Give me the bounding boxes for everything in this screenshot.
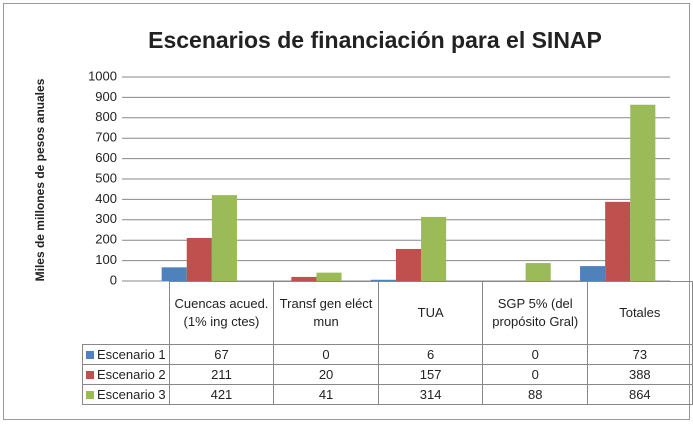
bar xyxy=(161,267,187,281)
legend-entry: Escenario 2 xyxy=(82,364,170,385)
table-value: 41 xyxy=(273,384,379,405)
x-tick-label: Cuencas acued. (1% ing ctes) xyxy=(168,281,275,345)
table-value: 211 xyxy=(168,364,275,385)
table-value: 20 xyxy=(273,364,379,385)
legend-swatch xyxy=(86,370,94,379)
y-axis-label: Miles de millones de pesos anuales xyxy=(33,78,47,281)
table-value: 88 xyxy=(482,384,589,405)
bar xyxy=(525,263,551,281)
y-tick-label: 900 xyxy=(95,89,117,104)
y-tick-label: 1000 xyxy=(88,68,117,83)
bar xyxy=(370,279,396,281)
y-tick-label: 600 xyxy=(95,150,117,165)
bar xyxy=(316,272,342,281)
table-row: Escenario 2 211 20 157 0 388 xyxy=(82,364,693,385)
bar xyxy=(421,216,447,281)
legend-entry: Escenario 1 xyxy=(82,344,170,365)
y-tick-label: 0 xyxy=(110,272,117,287)
x-tick-label: Transf gen eléct mun xyxy=(273,281,379,345)
table-value: 421 xyxy=(168,384,275,405)
legend-label: Escenario 3 xyxy=(97,386,166,402)
bar xyxy=(186,237,212,281)
legend-swatch xyxy=(86,350,94,359)
table-value: 864 xyxy=(587,384,693,405)
y-tick-label: 400 xyxy=(95,191,117,206)
table-value: 0 xyxy=(482,364,589,385)
y-tick-label: 300 xyxy=(95,211,117,226)
data-table: Cuencas acued. (1% ing ctes) Transf gen e… xyxy=(82,281,693,405)
y-tick-label: 500 xyxy=(95,170,117,185)
table-row: Escenario 3 421 41 314 88 864 xyxy=(82,384,693,405)
bar xyxy=(395,248,422,281)
x-tick-label: SGP 5% (del propósito Gral) xyxy=(482,281,589,345)
legend-entry: Escenario 3 xyxy=(82,384,170,405)
chart-title: Escenarios de financiación para el SINAP xyxy=(148,27,602,53)
legend-label: Escenario 1 xyxy=(97,346,166,362)
legend-swatch xyxy=(86,390,94,399)
table-corner xyxy=(82,281,170,345)
y-tick-label: 800 xyxy=(95,109,117,124)
table-value: 67 xyxy=(168,344,275,365)
table-row: Escenario 1 67 0 6 0 73 xyxy=(82,344,693,365)
x-tick-label: Totales xyxy=(587,281,693,345)
bar xyxy=(291,276,317,281)
table-value: 388 xyxy=(587,364,693,385)
bar xyxy=(580,266,606,281)
table-value: 6 xyxy=(377,344,484,365)
table-header-row: Cuencas acued. (1% ing ctes) Transf gen e… xyxy=(82,281,693,345)
table-value: 73 xyxy=(587,344,693,365)
table-value: 0 xyxy=(273,344,379,365)
chart-border xyxy=(3,3,690,420)
y-tick-label: 700 xyxy=(95,130,117,145)
y-tick-label: 200 xyxy=(95,232,117,247)
bar xyxy=(211,195,237,281)
y-tick-label: 100 xyxy=(95,252,117,267)
bar xyxy=(630,104,656,281)
table-value: 314 xyxy=(377,384,484,405)
legend-label: Escenario 2 xyxy=(97,366,166,382)
table-value: 157 xyxy=(377,364,484,385)
bar xyxy=(605,201,631,281)
x-tick-label: TUA xyxy=(377,281,484,345)
table-value: 0 xyxy=(482,344,589,365)
